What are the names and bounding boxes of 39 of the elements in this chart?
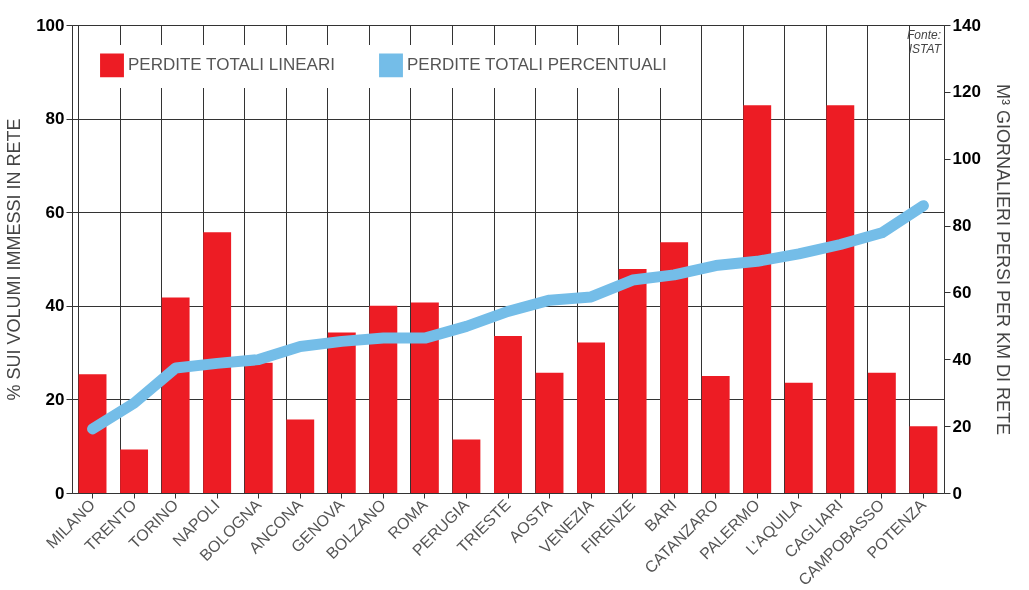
bar	[909, 426, 938, 493]
bar	[327, 332, 356, 493]
y-tick-label: 40	[45, 296, 65, 316]
bar	[577, 342, 605, 493]
y-tick-label: 80	[45, 109, 65, 129]
bar	[867, 372, 896, 493]
bar	[369, 305, 398, 493]
y2-tick-label: 60	[952, 282, 972, 302]
y-tick-label: 20	[45, 389, 65, 409]
y2-tick-label: 20	[952, 416, 972, 436]
bar	[660, 242, 689, 493]
y2-axis-title: M³ GIORNALIERI PERSI PER KM DI RETE	[992, 83, 1013, 436]
y-axis-title: % SUI VOLUMI IMMESSI IN RETE	[4, 118, 25, 401]
bar	[411, 302, 439, 493]
bar	[494, 335, 522, 493]
bar	[535, 372, 564, 493]
bar	[701, 376, 730, 493]
bar	[452, 439, 481, 493]
legend-label: PERDITE TOTALI PERCENTUALI	[407, 55, 667, 75]
y2-tick-label: 40	[952, 349, 972, 369]
y2-tick-label: 0	[952, 483, 962, 503]
y-tick-label: 100	[36, 15, 65, 35]
legend-label: PERDITE TOTALI LINEARI	[128, 55, 335, 75]
bar	[784, 382, 813, 493]
y2-tick-label: 140	[952, 15, 981, 35]
y2-tick-label: 120	[952, 82, 981, 102]
bar	[618, 269, 647, 493]
y2-tick-label: 80	[952, 216, 972, 236]
y2-tick-label: 100	[952, 149, 981, 169]
bar	[203, 232, 232, 493]
y-tick-label: 0	[55, 483, 65, 503]
bar	[161, 297, 190, 493]
bar	[286, 419, 315, 493]
bar	[743, 105, 772, 493]
bar	[120, 449, 149, 493]
bar	[244, 362, 273, 493]
bar	[78, 374, 107, 493]
bar	[826, 105, 855, 493]
y-tick-label: 60	[45, 202, 65, 222]
